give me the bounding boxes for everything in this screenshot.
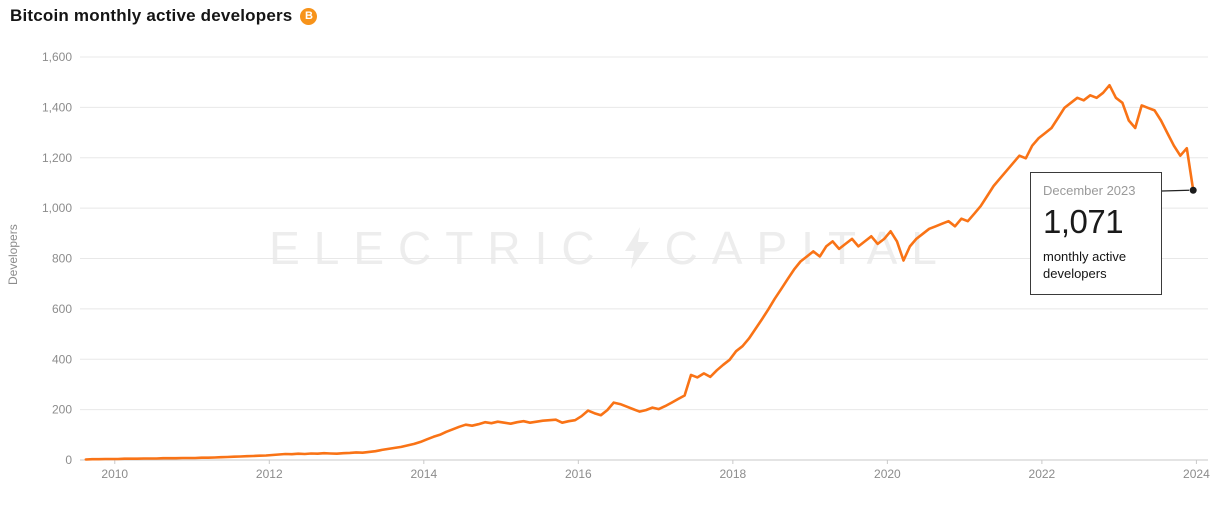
developers-line-series [84,83,1195,461]
x-tick-label: 2020 [874,467,901,481]
y-tick-label: 0 [65,453,72,467]
tooltip-connector-line [1161,189,1190,192]
x-tick-label: 2014 [410,467,437,481]
page-title: Bitcoin monthly active developers [10,6,293,25]
lightning-bolt-icon [624,227,649,269]
tooltip-card: December 2023 1,071 monthly active devel… [1030,172,1162,296]
watermark-text-left: ELECTRIC [269,222,609,274]
x-tick-label: 2016 [565,467,592,481]
x-tick-label: 2024 [1183,467,1210,481]
x-tick-label: 2018 [719,467,746,481]
x-tick-label: 2012 [256,467,283,481]
tooltip-label-line1: monthly active [1043,248,1127,264]
chart-header: Bitcoin monthly active developers B [10,6,318,26]
x-tick-label: 2010 [101,467,128,481]
bitcoin-icon: B [300,7,318,25]
y-tick-label: 800 [52,252,72,266]
y-tick-label: 1,400 [42,100,72,114]
y-axis-label: Developers [6,224,20,286]
tooltip-label: monthly active developers [1043,249,1149,283]
y-tick-label: 200 [52,403,72,417]
y-tick-label: 1,600 [42,50,72,64]
y-tick-label: 400 [52,352,72,366]
end-point-dot [1189,186,1197,194]
y-tick-label: 600 [52,302,72,316]
y-tick-label: 1,000 [42,201,72,215]
x-tick-label: 2022 [1029,467,1056,481]
y-tick-label: 1,200 [42,151,72,165]
tooltip-label-line2: developers [1043,265,1107,281]
tooltip-value: 1,071 [1043,203,1124,240]
tooltip-date: December 2023 [1043,183,1136,198]
